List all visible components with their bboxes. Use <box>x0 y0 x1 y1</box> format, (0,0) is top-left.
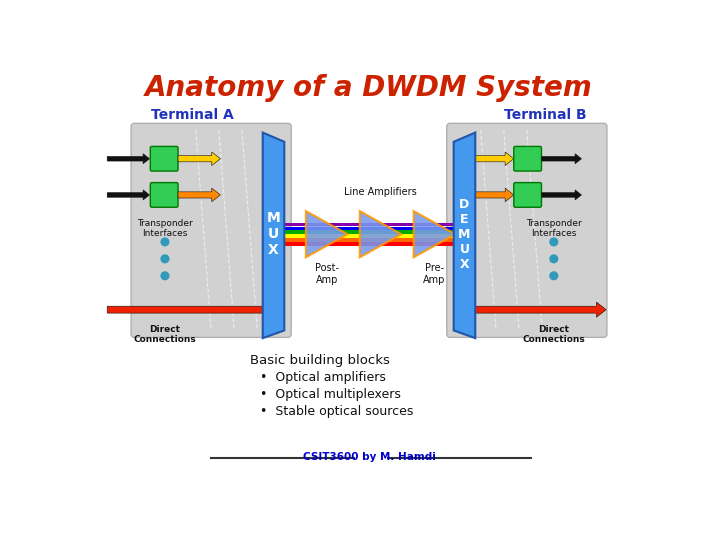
Text: D
E
M
U
X: D E M U X <box>459 198 471 271</box>
Circle shape <box>550 255 558 262</box>
Circle shape <box>161 255 168 262</box>
FancyArrow shape <box>178 152 220 166</box>
Text: M
U
X: M U X <box>266 211 280 258</box>
FancyArrow shape <box>541 154 582 164</box>
Polygon shape <box>306 211 348 257</box>
Circle shape <box>550 272 558 280</box>
Bar <box>284 242 454 246</box>
Text: •  Optical multiplexers: • Optical multiplexers <box>260 388 400 401</box>
FancyBboxPatch shape <box>150 146 178 171</box>
Text: Terminal A: Terminal A <box>151 108 234 122</box>
FancyArrow shape <box>107 302 284 318</box>
FancyArrow shape <box>541 190 582 200</box>
Bar <box>284 234 454 238</box>
Bar <box>284 238 454 242</box>
FancyArrow shape <box>475 302 606 318</box>
FancyArrow shape <box>475 188 514 202</box>
FancyArrow shape <box>107 154 150 164</box>
Text: •  Optical amplifiers: • Optical amplifiers <box>260 372 385 384</box>
Bar <box>284 226 454 231</box>
Polygon shape <box>263 132 284 338</box>
FancyBboxPatch shape <box>514 183 541 207</box>
FancyArrow shape <box>475 152 514 166</box>
Polygon shape <box>360 211 401 257</box>
Text: Terminal B: Terminal B <box>504 108 587 122</box>
Circle shape <box>161 238 168 246</box>
FancyArrow shape <box>178 188 220 202</box>
FancyBboxPatch shape <box>131 123 291 338</box>
Text: Post-
Amp: Post- Amp <box>315 264 338 285</box>
FancyBboxPatch shape <box>150 183 178 207</box>
Text: Transponder
Interfaces: Transponder Interfaces <box>137 219 193 238</box>
Polygon shape <box>414 211 455 257</box>
Text: Anatomy of a DWDM System: Anatomy of a DWDM System <box>145 74 593 102</box>
Text: Basic building blocks: Basic building blocks <box>250 354 390 367</box>
Text: Line Amplifiers: Line Amplifiers <box>344 187 417 197</box>
Text: Direct
Connections: Direct Connections <box>523 325 585 345</box>
Text: •  Stable optical sources: • Stable optical sources <box>260 405 413 418</box>
Text: Transponder
Interfaces: Transponder Interfaces <box>526 219 582 238</box>
Bar <box>284 222 454 226</box>
Circle shape <box>161 272 168 280</box>
Polygon shape <box>454 132 475 338</box>
FancyBboxPatch shape <box>514 146 541 171</box>
Text: Direct
Connections: Direct Connections <box>134 325 197 345</box>
Circle shape <box>550 238 558 246</box>
Text: Pre-
Amp: Pre- Amp <box>423 264 446 285</box>
FancyBboxPatch shape <box>87 60 651 485</box>
FancyBboxPatch shape <box>447 123 607 338</box>
Text: CSIT3600 by M. Hamdi: CSIT3600 by M. Hamdi <box>302 453 436 462</box>
FancyArrow shape <box>107 190 150 200</box>
Bar <box>284 231 454 234</box>
